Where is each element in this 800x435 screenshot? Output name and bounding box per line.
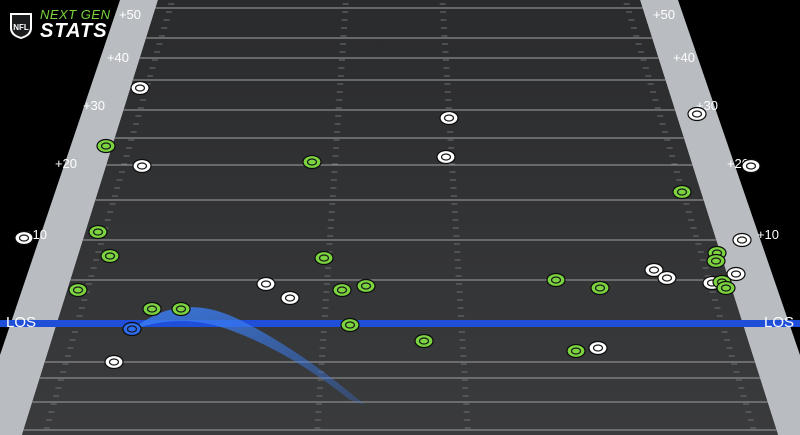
route-trail [132,307,365,405]
player-defense [741,158,761,174]
player-defense [280,290,300,306]
players [14,80,761,370]
yard-label-left-50: +50 [119,7,141,22]
player-offense [88,224,108,240]
player-offense [546,272,566,288]
brand-next-gen: NEXT GEN [40,7,111,22]
player-offense [716,280,736,296]
los-label-left: LOS [6,314,36,331]
hash-marks [43,3,757,429]
player-defense [687,106,707,122]
yard-label-left-40: +40 [107,50,129,65]
player-offense [590,280,610,296]
player-defense [726,266,746,282]
player-offense [100,248,120,264]
yard-label-right-10: +10 [757,227,779,242]
player-offense [414,333,434,349]
svg-text:NFL: NFL [13,23,29,32]
nfl-next-gen-stats-logo: NFL NEXT GEN STATS [8,8,110,41]
player-offense [332,282,352,298]
yard-label-right-50: +50 [653,7,675,22]
los-label-right: LOS [764,314,794,331]
player-offense [672,184,692,200]
player-defense [588,340,608,356]
yard-label-left-20: +20 [55,156,77,171]
player-defense [256,276,276,292]
yard-label-left-30: +30 [83,98,105,113]
player-defense [644,262,664,278]
yard-lines [23,7,777,431]
player-defense [439,110,459,126]
player-defense [132,158,152,174]
player-offense [142,301,162,317]
player-offense [68,282,88,298]
player-defense [130,80,150,96]
player-defense [436,149,456,165]
player-offense [356,278,376,294]
player-offense [706,253,726,269]
player-defense [104,354,124,370]
player-offense [566,343,586,359]
player-ball-carrier [122,321,142,337]
yard-label-right-40: +40 [673,50,695,65]
player-offense [340,317,360,333]
player-defense [14,230,34,246]
player-defense [732,232,752,248]
player-offense [314,250,334,266]
player-offense [96,138,116,154]
player-offense [171,301,191,317]
player-defense [657,270,677,286]
player-offense [302,154,322,170]
line-of-scrimmage [0,320,800,327]
nfl-shield-icon: NFL [10,12,32,39]
brand-stats: STATS [40,20,108,42]
